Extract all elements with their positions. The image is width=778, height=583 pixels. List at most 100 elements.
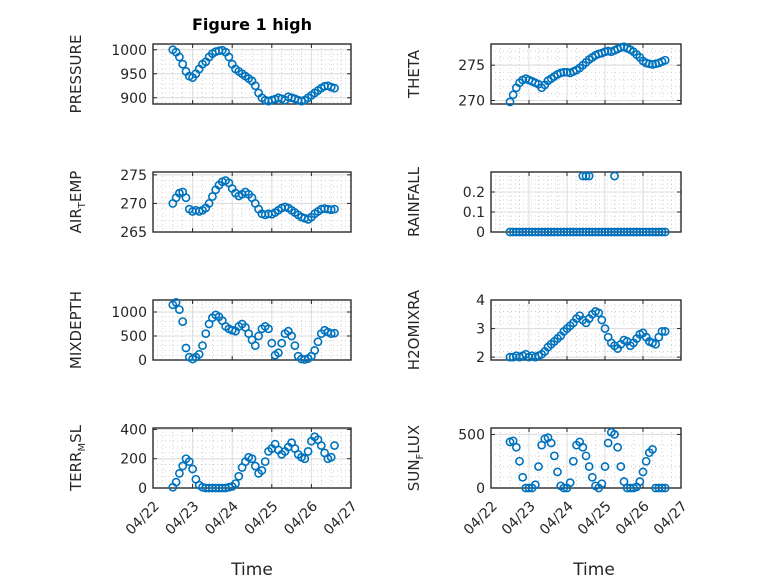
data-point [174, 468, 184, 478]
x-tick-label: 04/27 [651, 498, 691, 538]
x-tick-label: 04/24 [202, 498, 242, 538]
x-axis-label-left: Time [230, 560, 273, 580]
axes-box [152, 299, 352, 361]
data-point [310, 345, 320, 355]
data-point [171, 297, 181, 307]
data-point [638, 467, 648, 477]
x-tick-label: 04/25 [575, 498, 615, 538]
data-point [511, 227, 521, 237]
y-tick-label: 275 [120, 168, 147, 184]
axes-box [490, 299, 682, 361]
series-markers [505, 171, 670, 237]
x-tick-label: 04/22 [123, 498, 163, 538]
data-point [508, 227, 518, 237]
panel-h2omixra: 2 3 4 H2OMIXRA [405, 289, 682, 370]
data-point [610, 430, 619, 439]
data-point [330, 204, 339, 214]
x-tick-label: 04/25 [242, 498, 282, 538]
y-tick-label: 270 [120, 196, 147, 212]
panel-terr: 0 200 400 04/22 04/23 04/24 04/25 04/26 04/27 TER… [67, 422, 361, 538]
data-point [648, 227, 657, 237]
data-point [606, 227, 616, 237]
data-point [530, 227, 540, 237]
x-axis-label-right: Time [572, 560, 615, 580]
data-point [250, 461, 260, 471]
data-point [518, 472, 528, 482]
data-point [616, 462, 626, 471]
data-point [247, 454, 257, 464]
data-point [313, 337, 323, 347]
series-markers [505, 307, 670, 362]
y-tick-label: 265 [120, 225, 147, 241]
data-point [610, 227, 619, 237]
y-tick-label: 0 [476, 225, 485, 241]
data-point [559, 67, 569, 77]
y-tick-label: 400 [120, 422, 147, 438]
data-point [330, 83, 339, 93]
data-point [254, 331, 263, 341]
y-tick-label: 0 [138, 353, 147, 369]
data-point [584, 462, 594, 471]
data-point [549, 227, 559, 237]
data-point [638, 227, 648, 237]
data-point [264, 324, 273, 334]
data-point [330, 328, 339, 338]
data-point [632, 227, 642, 237]
data-point [654, 483, 664, 493]
data-point [651, 483, 661, 493]
data-point [581, 451, 591, 461]
data-point [546, 227, 556, 237]
data-point [651, 227, 661, 237]
data-point [194, 349, 204, 359]
data-point [174, 305, 184, 314]
data-point [181, 193, 191, 203]
y-axis-label: SUNFLUX [405, 425, 426, 491]
data-point [629, 227, 638, 237]
data-point [553, 227, 562, 237]
series-markers [168, 297, 339, 364]
data-point [511, 442, 521, 452]
data-point [575, 227, 585, 237]
data-point [584, 227, 594, 237]
y-tick-label: 1000 [111, 305, 147, 321]
data-point [201, 329, 211, 338]
data-point [581, 171, 591, 181]
data-point [521, 227, 531, 237]
y-tick-label: 3 [476, 322, 485, 338]
data-point [568, 227, 578, 237]
data-point [316, 441, 326, 450]
data-point [231, 479, 240, 489]
data-point [287, 331, 296, 341]
x-tick-label: 04/26 [281, 498, 321, 538]
data-point [622, 483, 632, 493]
data-point [603, 227, 613, 237]
y-tick-label: 275 [458, 58, 485, 74]
data-point [534, 227, 543, 237]
data-point [303, 447, 313, 456]
data-point [581, 227, 591, 237]
data-point [641, 456, 651, 466]
data-point [178, 317, 188, 326]
data-point [610, 171, 619, 181]
y-axis-label: RAINFALL [405, 166, 423, 237]
series-markers [168, 176, 339, 224]
data-point [290, 341, 300, 350]
data-point [584, 171, 594, 181]
series-markers [505, 427, 670, 493]
panel-mixdepth: 0 500 1000 MIXDEPTH [67, 291, 352, 369]
data-point [660, 483, 670, 493]
data-point [171, 477, 181, 487]
y-axis-label: MIXDEPTH [67, 291, 85, 369]
data-point [198, 341, 207, 350]
data-point [204, 199, 214, 208]
data-point [562, 227, 572, 237]
data-point [234, 471, 244, 481]
data-point [644, 227, 654, 237]
series-markers [168, 432, 339, 493]
x-tick-label: 04/27 [321, 498, 361, 538]
data-point [594, 227, 604, 237]
y-tick-label: 500 [458, 427, 485, 443]
data-point [568, 456, 578, 466]
